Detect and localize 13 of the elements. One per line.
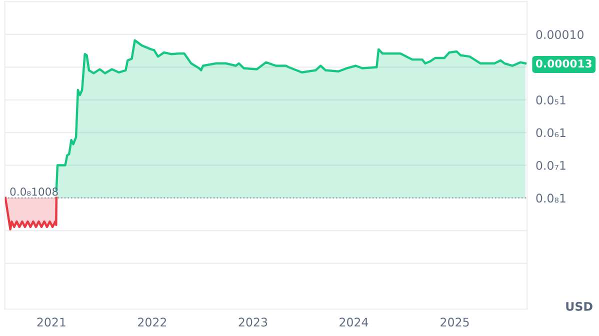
x-tick-label: 2022 xyxy=(138,318,166,327)
x-tick-label: 2021 xyxy=(37,318,66,327)
y-tick-label: 0.0₈1 xyxy=(536,194,566,203)
y-tick-label: 0.0₅1 xyxy=(536,96,566,104)
x-tick-label: 2024 xyxy=(340,318,368,327)
y-tick-label: 0.0₆1 xyxy=(536,128,566,138)
y-tick-label: 0.0₇1 xyxy=(536,160,566,170)
x-tick-label: 2023 xyxy=(238,318,268,327)
ref-line-label: 0.0₈1008 xyxy=(10,188,58,196)
y-tick-label: 0.00010 xyxy=(536,30,584,40)
y-tick-label: 0.000013 xyxy=(536,59,592,68)
x-tick-label: 2025 xyxy=(440,318,469,327)
y-axis-title: USD xyxy=(566,302,592,311)
